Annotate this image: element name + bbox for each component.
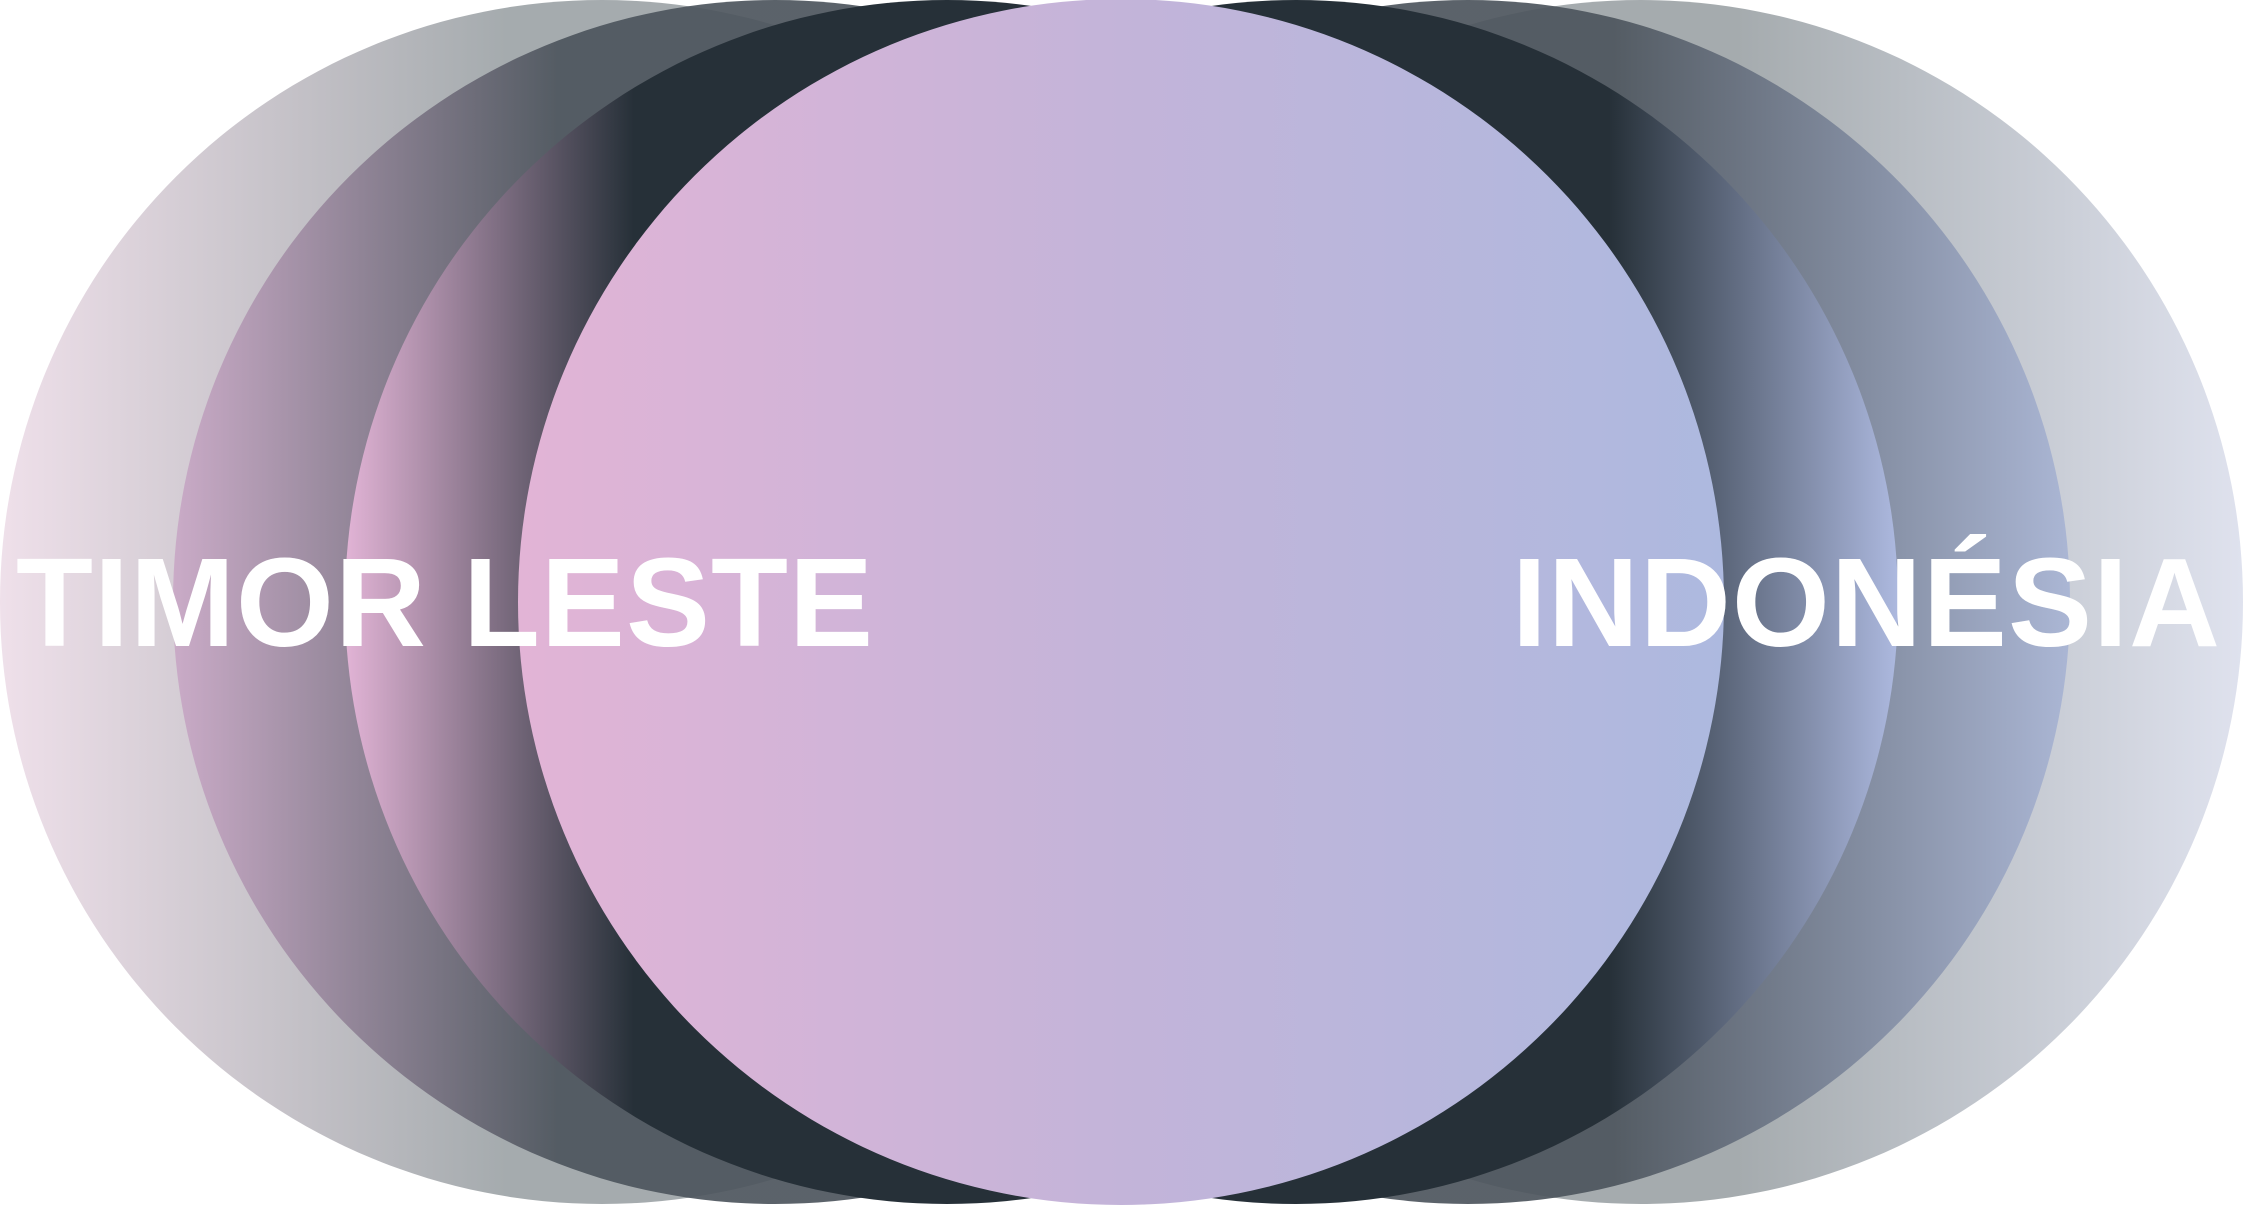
center-circle xyxy=(518,0,1724,1205)
timor-leste-label: TIMOR LESTE xyxy=(16,532,874,673)
indonesia-label: INDONÉSIA xyxy=(1511,532,2221,673)
